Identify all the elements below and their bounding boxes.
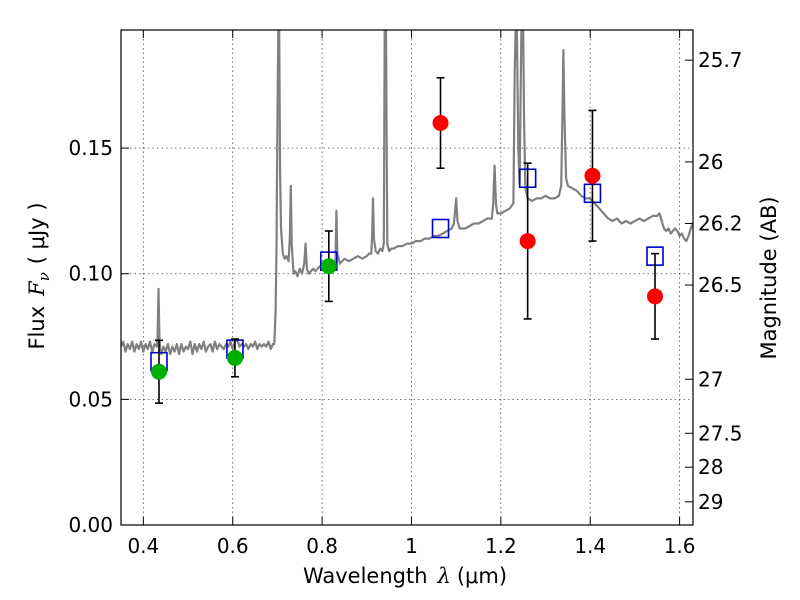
spectrum-line [121, 30, 693, 356]
grid [121, 30, 693, 525]
y-tick-label: 0.15 [68, 136, 113, 160]
x-tick-label: 1.4 [574, 534, 606, 558]
x-tick-label: 1.6 [664, 534, 696, 558]
y2-tick-label: 27 [698, 367, 723, 391]
y2-tick-label: 25.7 [698, 48, 743, 72]
nir-data-point [432, 114, 449, 131]
marker-layer [150, 76, 664, 404]
y2-tick-label: 26 [698, 150, 723, 174]
nir-data-point [519, 233, 536, 250]
y2-tick-label: 28 [698, 455, 723, 479]
y-tick-label: 0.10 [68, 262, 113, 286]
y2-tick-label: 27.5 [698, 421, 743, 445]
y-tick-label: 0.00 [68, 513, 113, 537]
y2-tick-label: 29 [698, 490, 723, 514]
tick-layer: 0.4 0.6 0.8 1 1.2 1.4 1.6 0.00 0.05 0.10 0.15 25.7 2… [68, 30, 743, 558]
x-tick-label: 0.8 [306, 534, 338, 558]
optical-data-point [226, 349, 243, 366]
x-tick-label: 1 [405, 534, 418, 558]
spectrum-layer [121, 30, 693, 356]
plot-frame [120, 29, 694, 526]
model-photometry-square [431, 218, 450, 239]
y2-tick-label: 26.5 [698, 273, 743, 297]
y-axis-label: FluxFν( μJy ) [25, 202, 53, 349]
x-tick-label: 0.6 [217, 534, 249, 558]
x-tick-label: 1.2 [485, 534, 517, 558]
optical-data-point [150, 363, 167, 380]
y-tick-label: 0.05 [68, 387, 113, 411]
x-axis-label: Wavelength λ (μm) [303, 564, 507, 588]
y2-tick-label: 26.2 [698, 211, 743, 235]
y2-axis-label: Magnitude (AB) [757, 196, 781, 359]
x-tick-label: 0.4 [127, 534, 159, 558]
nir-data-point [584, 167, 601, 184]
optical-data-point [320, 258, 337, 275]
nir-data-point [647, 288, 664, 305]
